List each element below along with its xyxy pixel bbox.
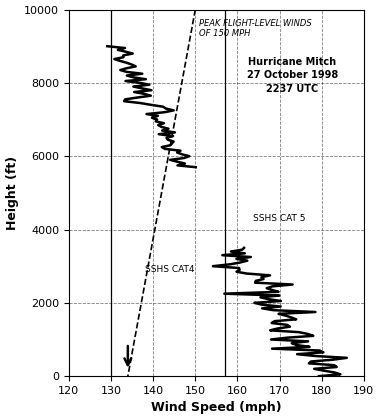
Y-axis label: Height (ft): Height (ft) <box>6 156 19 230</box>
X-axis label: Wind Speed (mph): Wind Speed (mph) <box>151 402 282 415</box>
Text: SSHS CAT 5: SSHS CAT 5 <box>253 214 306 223</box>
Text: SSHS CAT4: SSHS CAT4 <box>145 265 195 274</box>
Text: Hurricane Mitch
27 October 1998
2237 UTC: Hurricane Mitch 27 October 1998 2237 UTC <box>247 57 338 94</box>
Text: PEAK FLIGHT-LEVEL WINDS
OF 150 MPH: PEAK FLIGHT-LEVEL WINDS OF 150 MPH <box>200 19 312 38</box>
